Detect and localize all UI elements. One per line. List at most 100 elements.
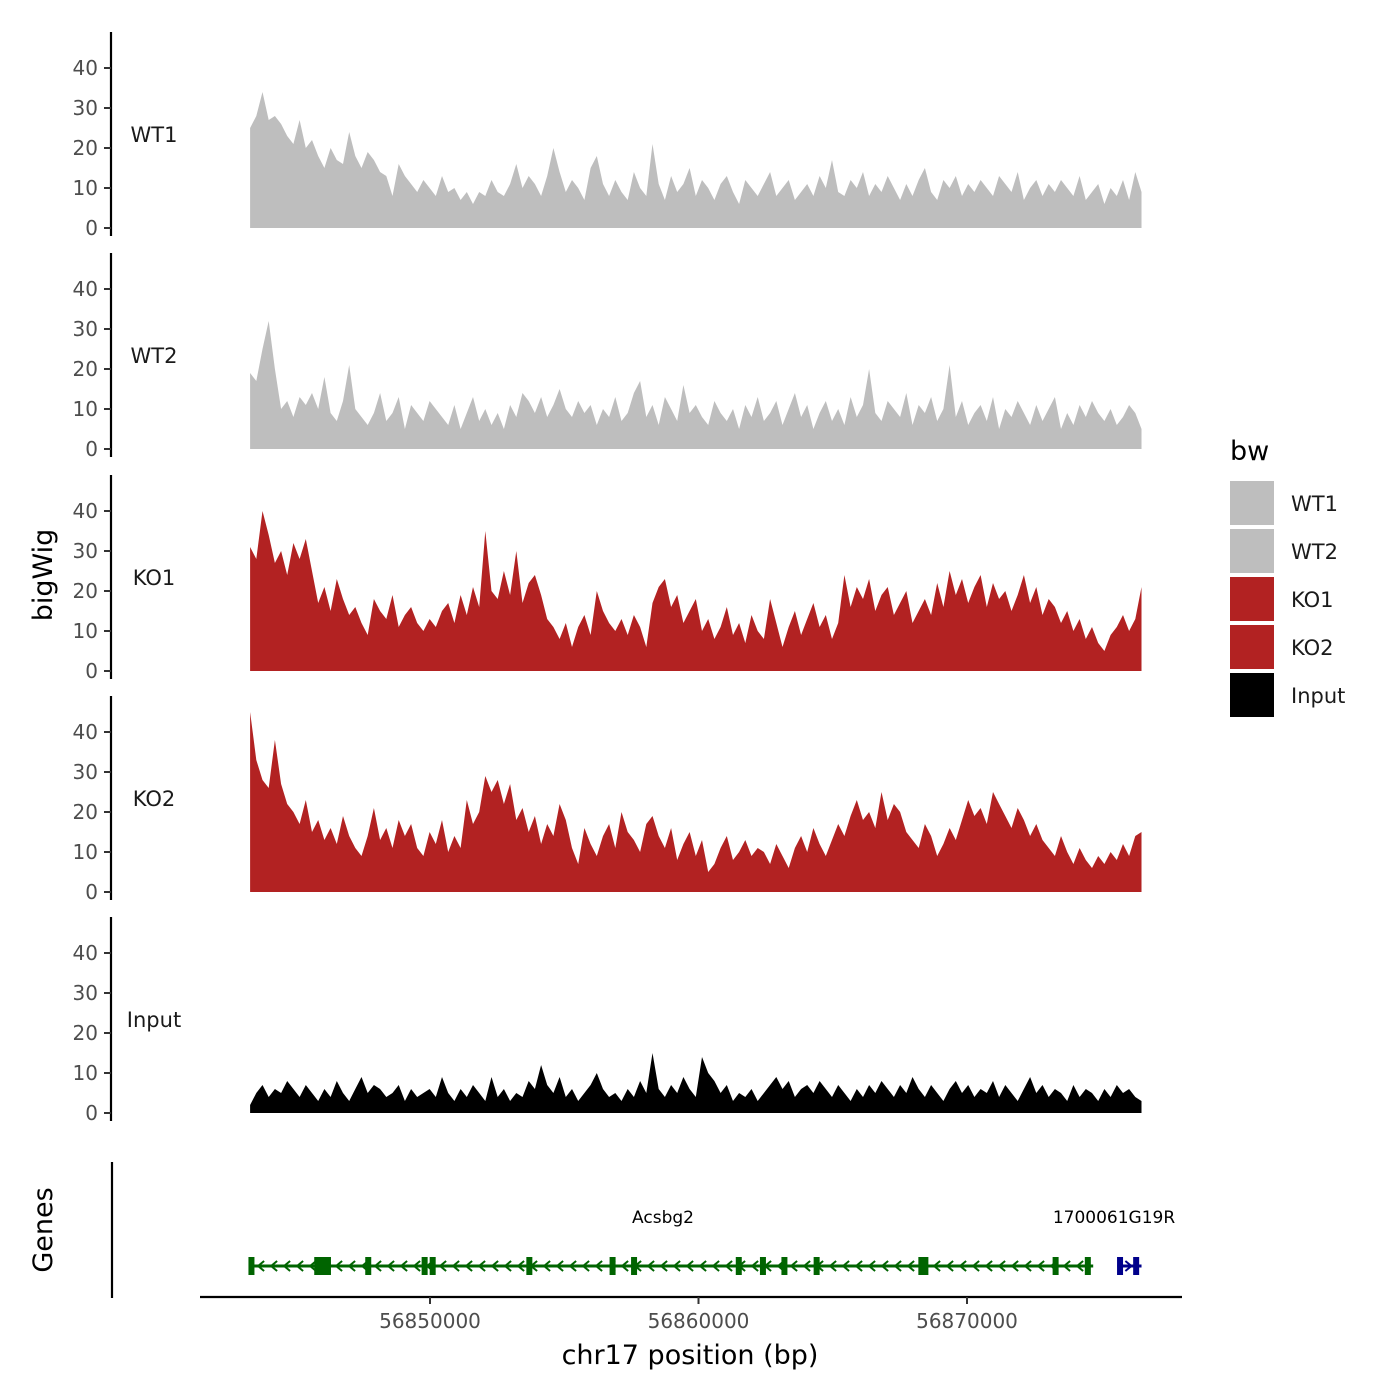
exon	[759, 1257, 766, 1275]
strand-arrow	[1075, 1260, 1084, 1272]
legend-swatch	[1230, 577, 1274, 621]
legend-label: KO1	[1291, 588, 1334, 612]
strand-arrow	[490, 1260, 499, 1272]
y-tick-label: 0	[85, 1101, 98, 1125]
track-label: Input	[127, 1008, 181, 1032]
x-tick-label: 56860000	[648, 1309, 750, 1333]
exon	[781, 1257, 788, 1275]
strand-arrow	[646, 1260, 655, 1272]
gene-label: Acsbg2	[632, 1208, 694, 1228]
x-tick-label: 56870000	[916, 1309, 1018, 1333]
exon	[735, 1257, 742, 1275]
legend: bw WT1 WT2 KO1 KO2 Input	[1230, 436, 1345, 717]
track-wt2: 0 10 20 30 40 WT2	[73, 253, 1142, 461]
strand-arrow	[659, 1260, 668, 1272]
x-axis-title: chr17 position (bp)	[562, 1340, 819, 1371]
legend-item-input: Input	[1230, 673, 1345, 717]
exon	[918, 1257, 925, 1275]
strand-arrow	[724, 1260, 733, 1272]
y-tick-label: 40	[73, 941, 98, 965]
strand-arrow	[347, 1260, 356, 1272]
legend-item-ko2: KO2	[1230, 625, 1334, 669]
strand-arrow	[932, 1260, 941, 1272]
legend-item-ko1: KO1	[1230, 577, 1334, 621]
strand-arrow	[698, 1260, 707, 1272]
exon	[609, 1257, 616, 1275]
exon	[319, 1257, 326, 1275]
coverage-area-wt2	[250, 321, 1142, 449]
track-wt1: 0 10 20 30 40 WT1	[73, 32, 1142, 240]
strand-arrow	[828, 1260, 837, 1272]
y-tick-label: 20	[73, 357, 98, 381]
genes-panel: 56850000 56860000 56870000 Acsbg2 1700061G1…	[110, 1162, 1182, 1333]
strand-arrow	[997, 1260, 1006, 1272]
y-tick-label: 40	[73, 277, 98, 301]
strand-arrow	[542, 1260, 551, 1272]
strand-arrow	[867, 1260, 876, 1272]
exon	[1117, 1257, 1124, 1275]
x-axis-ticks: 56850000 56860000 56870000	[379, 1297, 1018, 1333]
strand-arrow	[295, 1260, 304, 1272]
strand-arrow	[477, 1260, 486, 1272]
y-tick-label: 40	[73, 720, 98, 744]
strand-arrow	[672, 1260, 681, 1272]
strand-arrow	[802, 1260, 811, 1272]
strand-arrow	[750, 1260, 759, 1272]
strand-arrow	[308, 1260, 317, 1272]
legend-swatch	[1230, 673, 1274, 717]
y-tick-label: 10	[73, 1061, 98, 1085]
track-input: 0 10 20 30 40 Input	[73, 917, 1142, 1125]
strand-arrow	[906, 1260, 915, 1272]
y-tick-label: 20	[73, 800, 98, 824]
coverage-area-wt1	[250, 92, 1142, 228]
strand-arrow	[334, 1260, 343, 1272]
strand-arrow	[399, 1260, 408, 1272]
strand-arrow	[269, 1260, 278, 1272]
exon	[1133, 1257, 1140, 1275]
strand-arrow	[685, 1260, 694, 1272]
track-label: KO2	[133, 787, 176, 811]
strand-arrow	[282, 1260, 291, 1272]
exon	[421, 1257, 428, 1275]
strand-arrow	[711, 1260, 720, 1272]
exon	[813, 1257, 820, 1275]
strand-arrow	[581, 1260, 590, 1272]
y-tick-label: 10	[73, 619, 98, 643]
strand-arrow	[568, 1260, 577, 1272]
strand-arrow	[893, 1260, 902, 1272]
strand-arrow	[516, 1260, 525, 1272]
x-tick-label: 56850000	[379, 1309, 481, 1333]
exon	[526, 1257, 533, 1275]
track-ko1: 0 10 20 30 40 KO1	[73, 475, 1142, 683]
strand-arrow	[256, 1260, 265, 1272]
gene-1700061g19rik: 1700061G19R	[1053, 1208, 1175, 1275]
gene-acsbg2: Acsbg2	[248, 1208, 1094, 1275]
coverage-area-ko1	[250, 511, 1142, 671]
strand-arrow	[464, 1260, 473, 1272]
exon	[248, 1257, 255, 1275]
y-tick-label: 30	[73, 317, 98, 341]
genes-axis-title: Genes	[28, 1187, 59, 1272]
y-tick-label: 30	[73, 981, 98, 1005]
y-tick-label: 20	[73, 136, 98, 160]
y-tick-label: 40	[73, 499, 98, 523]
y-tick-label: 20	[73, 579, 98, 603]
legend-label: KO2	[1291, 636, 1334, 660]
strand-arrow	[1062, 1260, 1071, 1272]
strand-arrow	[841, 1260, 850, 1272]
exon	[1084, 1257, 1091, 1275]
strand-arrow	[373, 1260, 382, 1272]
y-tick-label: 0	[85, 437, 98, 461]
coverage-area-ko2	[250, 712, 1142, 892]
strand-arrow	[594, 1260, 603, 1272]
legend-item-wt1: WT1	[1230, 481, 1338, 525]
y-tick-label: 0	[85, 216, 98, 240]
exon	[1052, 1257, 1059, 1275]
exon	[365, 1257, 372, 1275]
y-tick-label: 10	[73, 840, 98, 864]
strand-arrow	[945, 1260, 954, 1272]
y-axis-title: bigWig	[28, 529, 59, 622]
y-tick-label: 30	[73, 760, 98, 784]
